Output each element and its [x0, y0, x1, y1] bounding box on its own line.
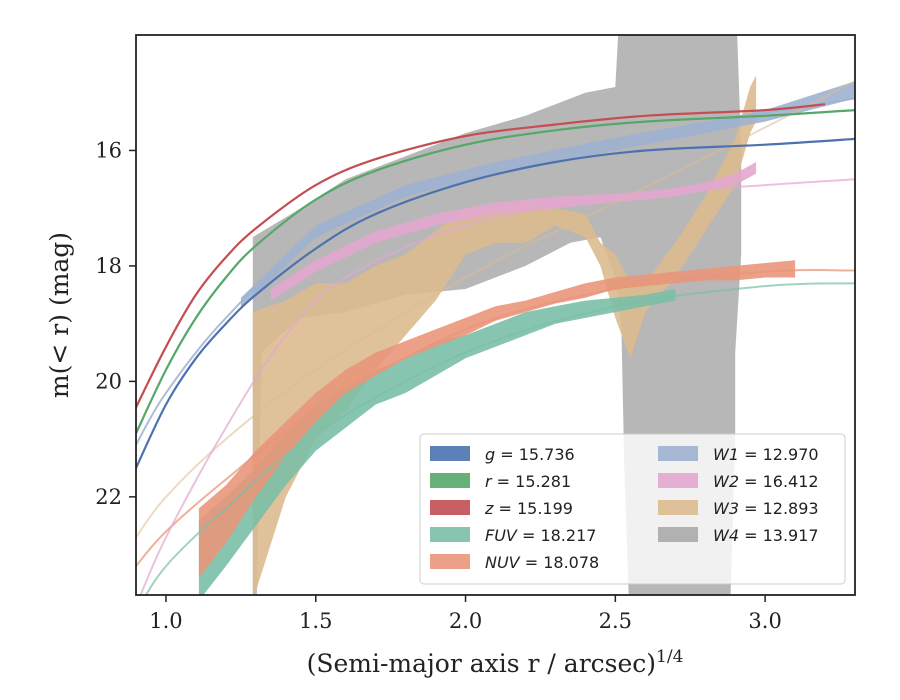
model-line-w3 — [136, 80, 855, 538]
model-line-g — [136, 137, 855, 469]
legend-label-g: g = 15.736 — [485, 445, 575, 464]
legend-label-w4: W4 = 13.917 — [713, 526, 819, 545]
x-axis-ticks: 1.0 1.5 2.0 2.5 3.0 — [149, 595, 782, 633]
model-curves — [136, 80, 855, 595]
legend-swatch-w3 — [658, 500, 698, 515]
plot-frame — [135, 34, 856, 596]
y-tick-label: 20 — [95, 369, 122, 393]
model-line-w2 — [139, 178, 855, 595]
legend-box — [419, 433, 846, 585]
band-w2 — [270, 162, 757, 301]
band-w1 — [240, 81, 855, 310]
legend-swatch-z — [430, 500, 470, 515]
legend-swatch-w1 — [658, 446, 698, 461]
x-tick-label: 1.5 — [299, 609, 332, 633]
x-axis-label: (Semi-major axis r / arcsec)1/4 — [307, 647, 684, 678]
legend-label-w3: W3 = 12.893 — [713, 499, 819, 518]
legend-label-w2: W2 = 16.412 — [713, 472, 819, 491]
legend-swatch-r — [430, 473, 470, 488]
band-nuv — [198, 260, 796, 578]
band-w3 — [252, 75, 757, 595]
x-tick-label: 1.0 — [149, 609, 182, 633]
y-tick-label: 18 — [95, 254, 122, 278]
model-line-r — [136, 109, 855, 434]
legend-swatch-w4 — [658, 527, 698, 542]
band-w4 — [252, 35, 742, 595]
x-axis-label-text: (Semi-major axis r / arcsec) — [307, 649, 656, 678]
x-tick-label: 2.0 — [449, 609, 482, 633]
y-tick-label: 16 — [95, 138, 122, 162]
legend-label-z: z = 15.199 — [484, 499, 573, 518]
legend-swatch-w2 — [658, 473, 698, 488]
y-tick-label: 22 — [95, 485, 122, 509]
legend-label-fuv: FUV = 18.217 — [485, 526, 596, 545]
legend-swatch-fuv — [430, 527, 470, 542]
uncertainty-bands — [198, 35, 855, 595]
x-tick-label: 2.5 — [599, 609, 632, 633]
model-line-fuv — [144, 282, 855, 595]
x-axis-label-superscript: 1/4 — [656, 647, 683, 667]
legend-swatch-nuv — [430, 554, 470, 569]
x-tick-label: 3.0 — [748, 609, 781, 633]
model-line-z — [136, 103, 826, 408]
legend-label-nuv: NUV = 18.078 — [485, 553, 599, 572]
model-line-nuv — [136, 268, 855, 567]
y-axis-ticks: 16 18 20 22 — [95, 138, 136, 509]
legend-label-w1: W1 = 12.970 — [713, 445, 819, 464]
y-axis-label: m(< r) (mag) — [45, 232, 74, 398]
legend: g = 15.736 r = 15.281 z = 15.199 FUV = 18.2… — [419, 433, 846, 585]
legend-swatch-g — [430, 446, 470, 461]
legend-label-r: r = 15.281 — [485, 472, 571, 491]
